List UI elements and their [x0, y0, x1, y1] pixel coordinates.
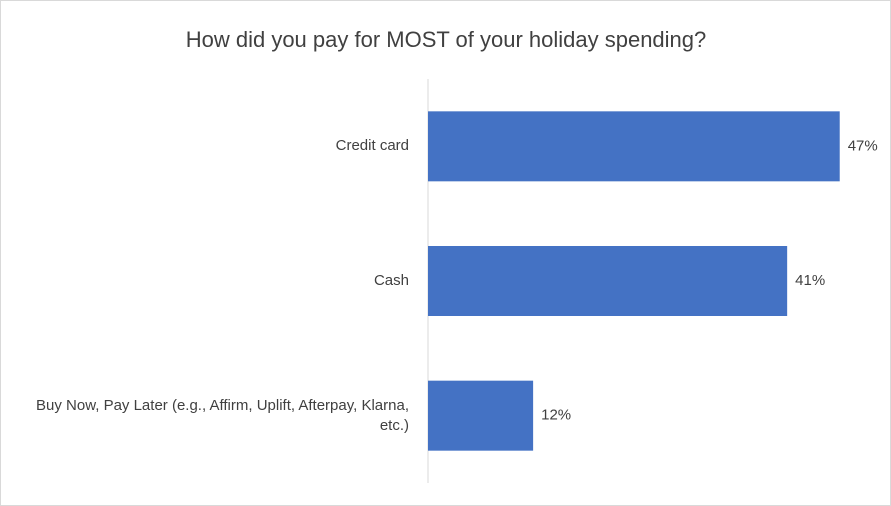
- y-tick-label: Credit card: [335, 137, 409, 155]
- bar: [428, 380, 534, 451]
- data-label: 47%: [848, 137, 878, 154]
- data-label: 12%: [541, 407, 571, 424]
- data-label: 41%: [795, 272, 825, 289]
- bar: [428, 111, 840, 182]
- bar: [428, 246, 788, 316]
- y-tick-label: Cash: [373, 272, 409, 289]
- y-tick-label: Buy Now, Pay Later (e.g., Affirm, Uplift…: [36, 396, 409, 434]
- chart-title: How did you pay for MOST of your holiday…: [186, 27, 707, 52]
